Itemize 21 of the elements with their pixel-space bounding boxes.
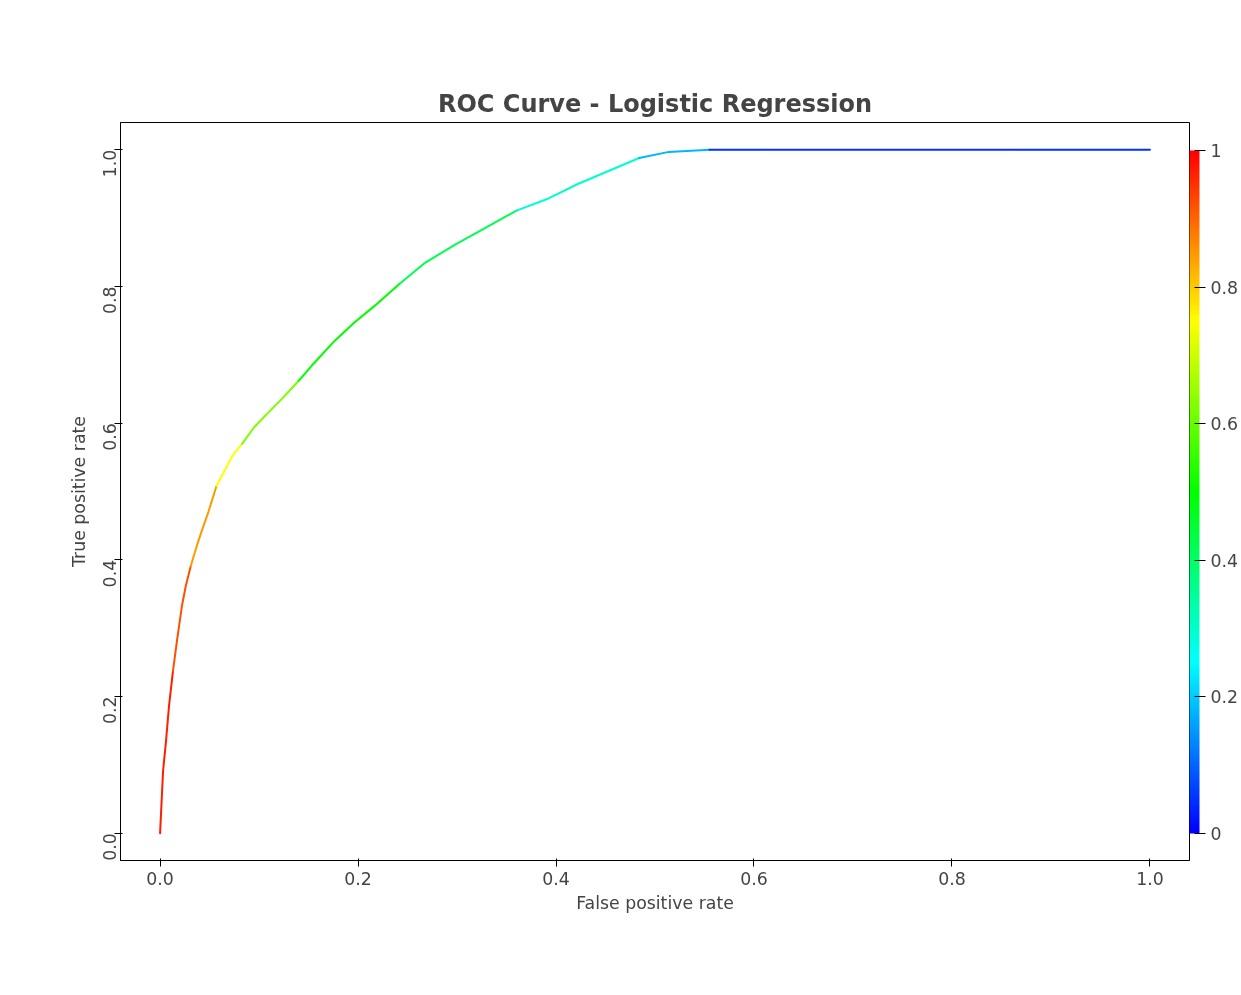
x-tick-label: 0.8 <box>938 868 966 889</box>
y-tick-label: 0.0 <box>100 833 120 861</box>
color-bar-label: 0.4 <box>1210 550 1239 571</box>
color-bar-label: 0.8 <box>1210 277 1239 298</box>
x-tick-label: 1.0 <box>1136 868 1164 889</box>
color-bar-label: 0 <box>1210 824 1222 844</box>
x-tick-label: 0.4 <box>542 868 570 889</box>
color-bar-label: 0.2 <box>1210 687 1239 708</box>
y-tick-label: 0.6 <box>100 423 120 451</box>
x-axis-title: False positive rate <box>576 892 734 913</box>
color-bar-label: 0.6 <box>1210 414 1239 435</box>
x-tick-label: 0.6 <box>740 868 768 889</box>
y-tick-label: 0.8 <box>100 286 120 315</box>
y-axis-title: True positive rate <box>68 415 89 568</box>
y-tick-label: 0.2 <box>100 696 120 725</box>
y-tick-label: 0.4 <box>100 559 120 588</box>
x-tick-label: 0.2 <box>344 868 372 889</box>
y-tick-label: 1.0 <box>100 149 120 178</box>
color-bar-label: 1 <box>1210 141 1222 161</box>
chart-title: ROC Curve - Logistic Regression <box>437 89 873 118</box>
x-tick-label: 0.0 <box>146 868 174 889</box>
